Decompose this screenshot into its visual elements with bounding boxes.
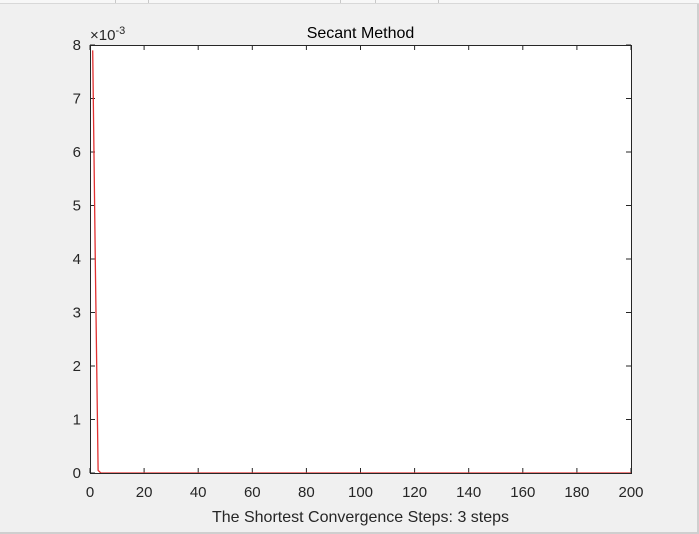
y-tick-label: 7: [73, 91, 81, 108]
toolbar-separator: [340, 0, 341, 3]
x-tick-label: 100: [348, 484, 373, 501]
y-axis-exponent: ×10-3: [90, 25, 125, 44]
y-tick-label: 1: [73, 412, 81, 429]
toolbar-separator: [148, 0, 149, 3]
x-tick-label: 20: [136, 484, 153, 501]
toolbar-strip: [0, 0, 699, 4]
toolbar-separator: [375, 0, 376, 3]
y-exponent-base: ×10: [90, 27, 115, 44]
x-tick-labels: 0 20 40 60 80 100 120 140 160 180 200: [86, 484, 644, 501]
x-tick-label: 140: [456, 484, 481, 501]
x-axis-label: The Shortest Convergence Steps: 3 steps: [212, 509, 509, 526]
y-tick-label: 8: [73, 37, 81, 54]
toolbar-separator: [115, 0, 116, 3]
y-tick-labels: 0 1 2 3 4 5 6 7 8: [73, 37, 81, 482]
x-tick-label: 120: [402, 484, 427, 501]
y-tick-label: 6: [73, 144, 81, 161]
x-tick-label: 180: [564, 484, 589, 501]
x-tick-label: 0: [86, 484, 94, 501]
y-tick-label: 4: [73, 251, 81, 268]
x-tick-label: 200: [618, 484, 643, 501]
axes-box: [90, 45, 632, 474]
x-tick-label: 40: [190, 484, 207, 501]
x-tick-label: 160: [510, 484, 535, 501]
y-tick-label: 3: [73, 305, 81, 322]
toolbar-separator: [438, 0, 439, 3]
y-tick-label: 0: [73, 465, 81, 482]
y-tick-label: 5: [73, 198, 81, 215]
y-exponent-power: -3: [115, 25, 125, 37]
plot-area: [90, 45, 631, 473]
chart-title: Secant Method: [307, 25, 415, 42]
x-tick-label: 60: [244, 484, 261, 501]
y-tick-label: 2: [73, 358, 81, 375]
x-tick-label: 80: [298, 484, 315, 501]
